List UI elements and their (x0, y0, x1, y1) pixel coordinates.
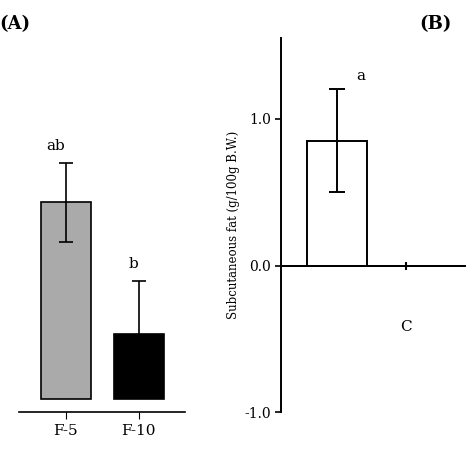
Text: a: a (356, 70, 365, 83)
Text: (B): (B) (419, 16, 451, 34)
Bar (114, 334, 164, 399)
Text: ab: ab (46, 139, 65, 153)
Bar (41, 202, 91, 399)
Text: b: b (129, 257, 139, 271)
Bar (307, 141, 367, 265)
Text: (A): (A) (0, 16, 30, 34)
Y-axis label: Subcutaneous fat (g/100g B.W.): Subcutaneous fat (g/100g B.W.) (227, 131, 240, 319)
Text: C: C (400, 320, 411, 334)
